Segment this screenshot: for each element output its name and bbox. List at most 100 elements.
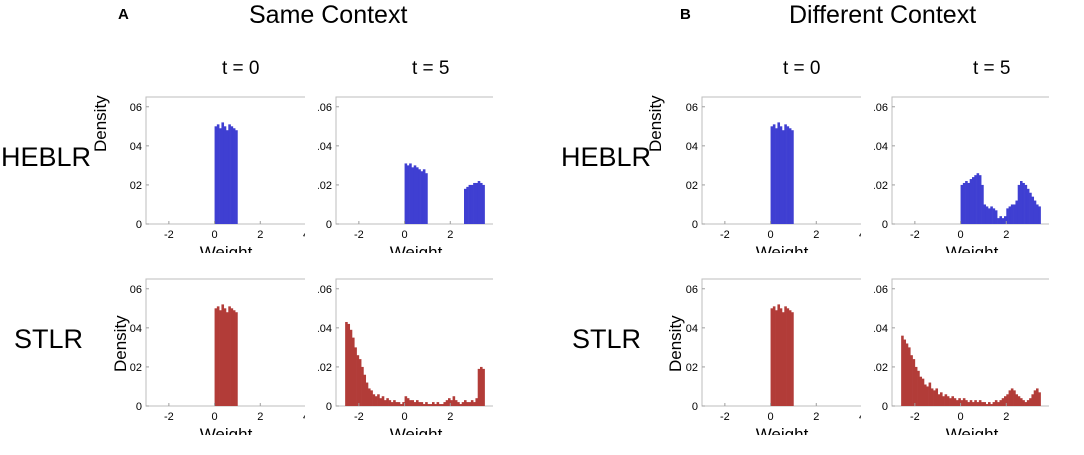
histogram-bar [411, 400, 415, 406]
histogram-bar [990, 206, 993, 224]
histogram-bar [997, 218, 1000, 224]
panel-title-different-context: Different Context [789, 1, 977, 29]
histogram-bar [965, 400, 968, 406]
x-axis-label: Weight [756, 425, 809, 435]
histogram-bar [983, 204, 987, 224]
y-tick-label: 0.06 [130, 284, 142, 296]
histogram-bar [443, 402, 447, 406]
histogram-bar [450, 400, 453, 406]
histogram-bar [416, 167, 419, 224]
histogram-bar [772, 306, 776, 406]
histogram-bar [345, 321, 348, 406]
histogram-bar [784, 124, 787, 224]
y-tick-label: 0.04 [318, 323, 332, 335]
histogram-bar [967, 402, 971, 406]
hist-b-heblr-t5: 00.020.040.06-2024Weight [874, 96, 1049, 253]
y-tick-label: 0.04 [686, 323, 698, 335]
histogram-bar [1029, 398, 1032, 406]
histogram-bar [912, 359, 916, 406]
x-axis-label: Weight [200, 425, 253, 435]
histogram-bar [962, 398, 966, 406]
histogram-bar [464, 400, 467, 406]
histogram-bar [1031, 394, 1035, 406]
histogram-bar [420, 171, 424, 224]
histogram-bar [406, 165, 410, 224]
histogram-bar [994, 210, 998, 224]
histogram-bar [926, 386, 929, 406]
y-tick-label: 0.02 [686, 180, 698, 192]
histogram-bar [223, 126, 227, 224]
histogram-bar [477, 181, 481, 224]
histogram-bar [454, 400, 458, 406]
histogram-bar [420, 402, 424, 406]
histogram-bar [1033, 390, 1037, 406]
histogram-bar [1004, 396, 1007, 406]
histogram-bar [949, 398, 952, 406]
histogram-bar [782, 312, 785, 406]
panel-letter-a: A [118, 6, 129, 23]
ylabel-a-heblr-t0: Density [91, 95, 110, 152]
ylabel-a-stlr-t0: Density [111, 315, 130, 372]
x-tick-label: -2 [720, 411, 730, 423]
hist-b-heblr-t0: 0 0.02 0.04 0.06 -2 0 2 4 Weight [686, 96, 861, 253]
histogram-bar [365, 382, 369, 406]
histogram-bar [374, 396, 378, 406]
histogram-bar [1006, 208, 1009, 224]
histogram-bar [1017, 184, 1021, 224]
histogram-bar [981, 184, 984, 224]
x-tick-label: -2 [910, 411, 920, 423]
histogram-bar [967, 182, 971, 224]
histogram-bar [404, 163, 408, 224]
histogram-bar [480, 182, 483, 224]
histogram-bar [788, 310, 792, 406]
histogram-bar [983, 402, 987, 406]
row-label-b-heblr: HEBLR [561, 142, 652, 172]
histogram-bar [775, 128, 778, 224]
y-tick-label: 0.02 [686, 362, 698, 374]
histogram-bar [409, 400, 412, 406]
histogram-bar [1038, 392, 1041, 406]
histogram-bar [379, 398, 383, 406]
histogram-bar [409, 163, 412, 224]
histogram-bar [464, 188, 467, 224]
histogram-bar [1022, 182, 1025, 224]
x-tick-label: 4 [303, 229, 305, 241]
histogram-bar [473, 402, 476, 406]
hist-a-stlr-t5: 00.020.040.06-2024Weight [318, 278, 493, 435]
histogram-bar [352, 337, 355, 406]
histogram-bar [358, 359, 362, 406]
y-tick-label: 0.06 [318, 102, 332, 114]
histogram-bar [1001, 218, 1005, 224]
x-tick-label: -2 [720, 229, 730, 241]
y-tick-label: 0.06 [130, 102, 142, 114]
histogram-bar [480, 366, 483, 406]
histogram-bar [791, 312, 794, 406]
histogram-bar [935, 388, 939, 406]
histogram-bar [775, 310, 778, 406]
histogram-bar [216, 124, 220, 224]
histogram-bar [779, 308, 783, 406]
x-tick-label: 2 [813, 229, 819, 241]
y-tick-label: 0.04 [874, 323, 888, 335]
histogram-bar [418, 402, 421, 406]
x-tick-label: 4 [303, 411, 305, 423]
histogram-bar [468, 184, 472, 224]
histogram-bar [921, 378, 925, 406]
histogram-bar [1029, 192, 1032, 224]
histogram-bar [448, 398, 451, 406]
histogram-bar [226, 130, 229, 224]
histogram-bar [1036, 388, 1039, 406]
x-tick-label: 4 [859, 411, 861, 423]
x-axis-label: Weight [756, 243, 809, 253]
histogram-bar [944, 394, 948, 406]
histogram-bar [436, 402, 440, 406]
histogram-bar [772, 124, 776, 224]
x-tick-label: 0 [768, 229, 774, 241]
histogram-bar [990, 404, 993, 406]
histogram-bar [434, 404, 437, 406]
histogram-bar [466, 186, 469, 224]
y-tick-label: 0.06 [318, 284, 332, 296]
histogram-bar [976, 173, 980, 224]
histogram-bar [976, 402, 980, 406]
histogram-bar [368, 388, 371, 406]
